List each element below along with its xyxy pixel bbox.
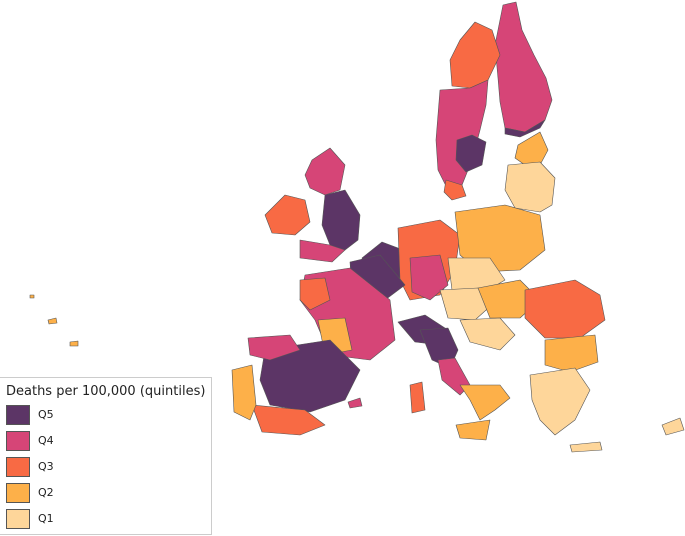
region-norway-south bbox=[443, 179, 467, 201]
legend-item-q2: Q2 bbox=[6, 483, 196, 505]
region-ireland bbox=[264, 194, 311, 236]
region-sicily bbox=[455, 419, 491, 441]
region-sweden bbox=[435, 79, 489, 191]
region-finland-north bbox=[494, 1, 553, 133]
legend-label-q4: Q4 bbox=[38, 434, 54, 447]
legend-item-q4: Q4 bbox=[6, 431, 196, 453]
region-norway-north bbox=[449, 21, 501, 89]
region-finland-south bbox=[504, 119, 546, 138]
region-england-q4 bbox=[299, 239, 346, 263]
legend-swatch-q2 bbox=[6, 483, 30, 503]
region-sweden-q5 bbox=[455, 134, 487, 173]
region-bulgaria bbox=[544, 334, 599, 373]
legend-swatch-q1 bbox=[6, 509, 30, 529]
region-germany-q4 bbox=[409, 254, 449, 301]
region-baltic-east bbox=[504, 161, 556, 213]
legend-swatch-q5 bbox=[6, 405, 30, 425]
legend-item-q3: Q3 bbox=[6, 457, 196, 479]
region-spain-north bbox=[247, 334, 301, 361]
region-portugal bbox=[231, 364, 257, 421]
region-cyprus bbox=[661, 417, 685, 436]
region-romania bbox=[524, 279, 606, 339]
legend-item-q1: Q1 bbox=[6, 509, 196, 531]
region-spain-south bbox=[251, 404, 326, 436]
region-azores-b bbox=[69, 340, 79, 347]
region-balearics bbox=[347, 397, 363, 409]
legend-label-q5: Q5 bbox=[38, 408, 54, 421]
legend-label-q2: Q2 bbox=[38, 486, 54, 499]
region-england-q5 bbox=[321, 189, 361, 251]
legend-label-q3: Q3 bbox=[38, 460, 54, 473]
legend-swatch-q3 bbox=[6, 457, 30, 477]
region-azores-a bbox=[47, 317, 58, 325]
legend-title: Deaths per 100,000 (quintiles) bbox=[6, 384, 206, 399]
region-france-q3 bbox=[299, 277, 331, 311]
region-sardinia bbox=[409, 381, 426, 414]
region-iceland-dot bbox=[29, 294, 35, 299]
legend-label-q1: Q1 bbox=[38, 512, 54, 525]
legend-swatch-q4 bbox=[6, 431, 30, 451]
region-italy-south bbox=[459, 384, 511, 421]
legend-item-q5: Q5 bbox=[6, 405, 196, 427]
legend: Deaths per 100,000 (quintiles) Q5 Q4 Q3 … bbox=[0, 377, 212, 535]
region-scotland bbox=[304, 147, 346, 196]
region-greece bbox=[529, 367, 591, 436]
region-croatia bbox=[459, 317, 516, 351]
region-spain-q5 bbox=[259, 339, 361, 413]
region-crete bbox=[569, 441, 603, 453]
